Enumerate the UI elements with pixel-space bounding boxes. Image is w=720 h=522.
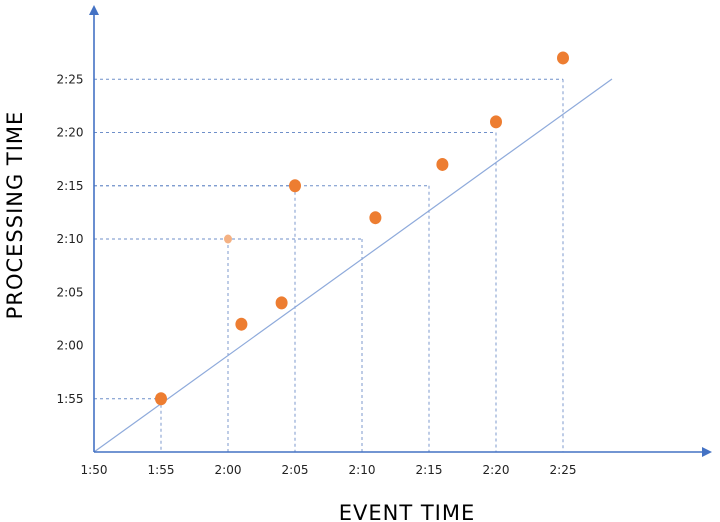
x-tick-label: 2:20	[483, 463, 510, 477]
x-tick-labels: 1:50 1:55 2:00 2:05 2:10 2:15 2:20 2:25	[81, 463, 577, 477]
x-axis-arrow-icon	[702, 447, 712, 457]
y-tick-label: 2:20	[57, 126, 84, 140]
data-point	[289, 179, 301, 193]
data-point	[369, 211, 382, 225]
x-tick-label: 1:55	[148, 463, 175, 477]
guide-lines	[94, 78, 564, 452]
x-tick-label: 2:00	[215, 463, 242, 477]
y-axis-arrow-icon	[89, 5, 99, 15]
data-point	[490, 115, 502, 129]
y-tick-label: 2:25	[57, 72, 84, 86]
y-tick-label: 1:55	[57, 392, 84, 406]
x-tick-label: 2:15	[416, 463, 443, 477]
data-points	[155, 51, 569, 406]
x-tick-label: 2:25	[550, 463, 577, 477]
y-tick-labels: 1:55 2:00 2:05 2:10 2:15 2:20 2:25	[57, 72, 84, 406]
axes	[89, 5, 712, 457]
x-tick-label: 1:50	[81, 463, 108, 477]
reference-line	[93, 78, 613, 453]
y-tick-label: 2:15	[57, 179, 84, 193]
data-point	[275, 296, 288, 310]
y-tick-label: 2:10	[57, 232, 84, 246]
data-point	[557, 51, 569, 65]
data-point	[155, 392, 167, 406]
y-axis-title: PROCESSING TIME	[3, 111, 27, 320]
y-tick-label: 2:00	[57, 339, 84, 353]
data-point	[235, 317, 248, 331]
x-tick-label: 2:05	[282, 463, 309, 477]
x-axis-title: EVENT TIME	[339, 501, 476, 522]
data-point	[436, 157, 449, 171]
data-point-faded	[224, 234, 232, 244]
y-tick-label: 2:05	[57, 285, 84, 299]
x-tick-label: 2:10	[349, 463, 376, 477]
